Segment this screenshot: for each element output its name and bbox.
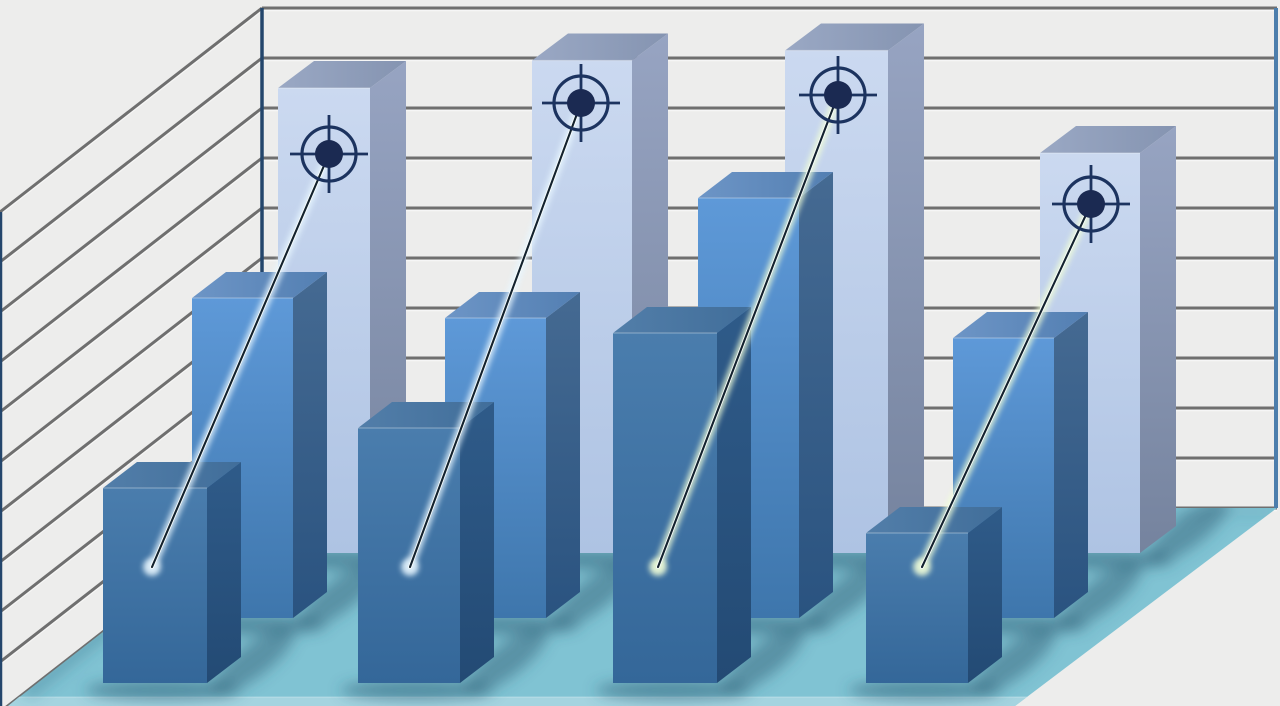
side-wall-gridline bbox=[0, 56, 263, 264]
bar-top-face bbox=[866, 507, 1002, 533]
target-dot bbox=[824, 81, 852, 109]
target-ring bbox=[552, 74, 610, 132]
side-wall-gridline bbox=[0, 6, 263, 214]
bar-shadow bbox=[550, 563, 634, 629]
bar-middle-1 bbox=[192, 272, 327, 618]
bar-top-face bbox=[445, 292, 580, 318]
crosshair-target-3 bbox=[799, 56, 877, 134]
bar-top-face bbox=[532, 33, 668, 61]
bar-front-1 bbox=[103, 462, 241, 683]
crosshair-target-2 bbox=[542, 64, 620, 142]
target-ring bbox=[300, 125, 358, 183]
bar-shadow bbox=[595, 680, 751, 700]
bar-shadow bbox=[211, 628, 295, 694]
target-dot bbox=[567, 89, 595, 117]
bar-side-face bbox=[207, 462, 241, 683]
bar-side-face bbox=[546, 292, 580, 618]
gridline-highlight bbox=[0, 210, 263, 416]
trend-line-3 bbox=[649, 90, 843, 576]
gridline-highlight bbox=[0, 110, 263, 316]
trend-line-core bbox=[656, 93, 840, 569]
bar-side-face bbox=[1140, 126, 1176, 553]
side-wall-gridline bbox=[0, 206, 263, 414]
bar-shadow bbox=[340, 680, 494, 700]
bar-side-face bbox=[888, 23, 924, 553]
bar-front-2 bbox=[358, 402, 494, 683]
trend-line-core bbox=[408, 101, 583, 569]
bar-side-face bbox=[1054, 312, 1088, 618]
side-wall-gridline bbox=[0, 156, 263, 364]
gridline-highlight bbox=[0, 10, 263, 216]
bar-shadow bbox=[803, 563, 887, 629]
target-ring bbox=[809, 66, 867, 124]
bar-shadow bbox=[972, 628, 1056, 694]
bar-front-4 bbox=[866, 507, 1002, 683]
trend-line-1 bbox=[143, 149, 334, 576]
bar-top-face bbox=[785, 23, 924, 51]
bar-side-face bbox=[293, 272, 327, 618]
gridline-highlight bbox=[0, 160, 263, 366]
crosshair-target-4 bbox=[1052, 165, 1130, 243]
bar-top-face bbox=[278, 61, 406, 88]
floor-front-strip bbox=[8, 697, 1027, 706]
bar-back-3 bbox=[785, 23, 924, 553]
target-dot bbox=[1077, 190, 1105, 218]
bar-shadow bbox=[848, 680, 1002, 700]
bar-top-face bbox=[613, 307, 751, 333]
bar-side-face bbox=[968, 507, 1002, 683]
trend-line-2 bbox=[401, 98, 586, 576]
bar-top-face bbox=[1040, 126, 1176, 153]
trend-line-4 bbox=[913, 199, 1096, 576]
bar-shadow bbox=[1146, 508, 1230, 564]
target-dot bbox=[315, 140, 343, 168]
bar-shadow bbox=[85, 680, 241, 700]
bar-top-face bbox=[192, 272, 327, 298]
bar-side-face bbox=[460, 402, 494, 683]
gridline-highlight bbox=[0, 60, 263, 266]
bar-top-face bbox=[953, 312, 1088, 338]
bar-shadow bbox=[721, 628, 805, 694]
crosshair-target-1 bbox=[290, 115, 368, 193]
bar-front-face bbox=[866, 533, 968, 683]
trend-line-core bbox=[150, 152, 331, 569]
side-wall-gridline bbox=[0, 106, 263, 314]
bar-top-face bbox=[103, 462, 241, 488]
bar-front-face bbox=[103, 488, 207, 683]
bar-side-face bbox=[799, 172, 833, 618]
trend-line-core bbox=[920, 202, 1093, 569]
target-ring bbox=[1062, 175, 1120, 233]
bar-shadow bbox=[1058, 563, 1142, 629]
side-wall-gridlines bbox=[0, 6, 263, 706]
bar-front-face bbox=[613, 333, 717, 683]
bar-shadow bbox=[464, 628, 548, 694]
